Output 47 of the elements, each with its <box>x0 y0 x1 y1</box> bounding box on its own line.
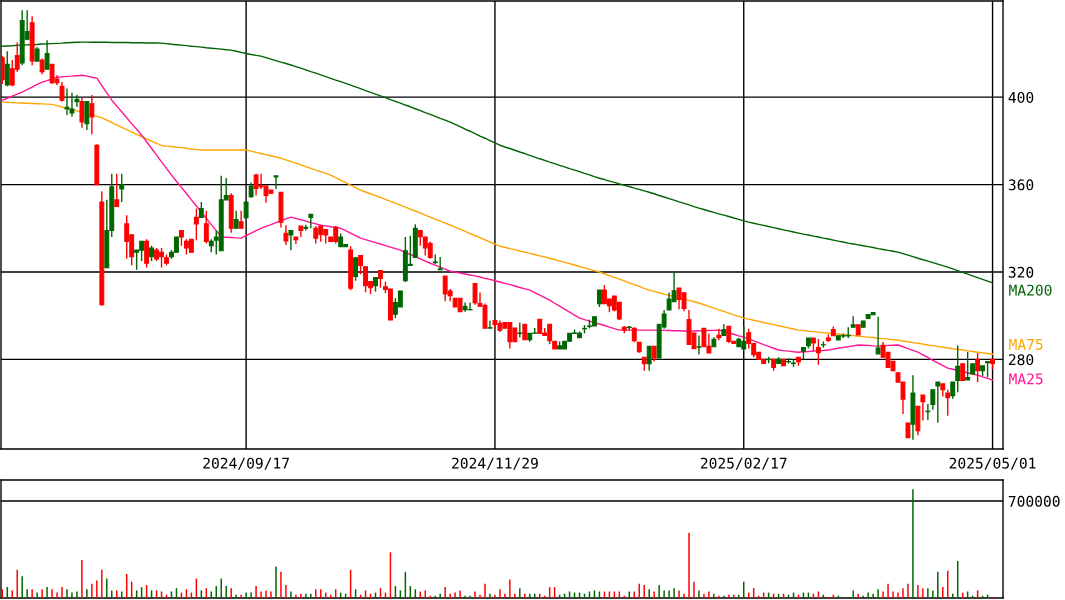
candlestick <box>308 213 314 229</box>
candlestick <box>89 94 95 136</box>
candlestick <box>203 210 209 245</box>
candlestick <box>358 254 364 275</box>
candlestick <box>119 172 125 203</box>
candlestick <box>467 301 473 311</box>
candlestick <box>696 334 702 356</box>
candlestick <box>815 338 821 366</box>
candlestick <box>273 175 279 190</box>
candlestick <box>283 224 289 246</box>
series-label: MA75 <box>1009 339 1043 350</box>
candlestick <box>646 345 652 372</box>
candlestick <box>114 172 120 208</box>
candlestick <box>716 328 722 341</box>
line-series <box>1 74 994 381</box>
candlestick <box>79 97 85 129</box>
x-tick-label: 2024/11/29 <box>452 457 538 470</box>
candlestick <box>920 394 926 422</box>
candlestick <box>945 389 951 417</box>
candlestick <box>487 319 493 329</box>
y-tick-label: 400 <box>1008 91 1034 103</box>
x-tick-label: 2025/02/17 <box>700 457 787 470</box>
y-tick-label: 320 <box>1008 266 1034 278</box>
candlestick <box>353 257 359 282</box>
candlestick <box>1 54 5 85</box>
candlestick <box>144 238 150 269</box>
y-tick-label: 700000 <box>1008 495 1060 507</box>
candlestick <box>965 351 971 381</box>
series-label: MA200 <box>1009 284 1052 296</box>
x-tick-label: 2025/05/01 <box>949 457 1036 470</box>
candlestick <box>4 50 10 87</box>
candlestick <box>517 321 523 339</box>
candlestick <box>681 292 687 313</box>
candlestick <box>955 344 961 393</box>
candlestick <box>875 316 881 355</box>
y-tick-label: 360 <box>1008 179 1034 191</box>
x-tick-label: 2024/09/17 <box>203 457 289 470</box>
candlestick <box>935 381 941 424</box>
series-label: MA25 <box>1009 373 1043 385</box>
candlestick <box>193 207 199 241</box>
line-series <box>1 101 994 355</box>
candlestick <box>84 100 90 131</box>
candlestick <box>124 214 130 260</box>
candlestick <box>253 172 259 197</box>
candlestick <box>288 229 294 251</box>
candlestick <box>975 352 981 383</box>
y-tick-label: 280 <box>1008 354 1034 366</box>
